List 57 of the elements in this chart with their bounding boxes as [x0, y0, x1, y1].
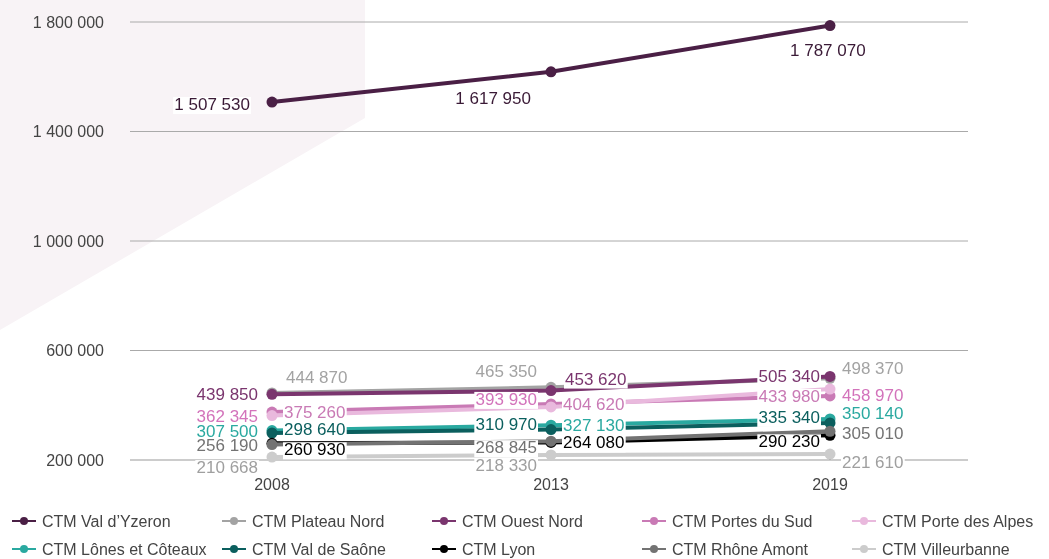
data-label: 375 260: [284, 403, 346, 423]
legend-label: CTM Val de Saône: [252, 540, 387, 558]
legend-label: CTM Portes du Sud: [672, 512, 813, 530]
y-tick-label: 1 000 000: [32, 232, 105, 250]
data-label: 465 350: [475, 362, 537, 382]
data-label: 393 930: [475, 389, 537, 409]
data-label: 268 845: [475, 438, 537, 458]
data-label: 210 668: [196, 458, 258, 478]
legend-label: CTM Lyon: [462, 540, 536, 558]
legend-label: CTM Plateau Nord: [252, 512, 385, 530]
point: [545, 449, 557, 461]
legend-label: CTM Villeurbanne: [882, 540, 1010, 558]
y-tick-label: 600 000: [46, 342, 105, 360]
data-label: 458 970: [842, 386, 904, 406]
data-label: 453 620: [565, 369, 627, 389]
data-label: 260 930: [284, 440, 346, 460]
legend-label: CTM Porte des Alpes: [882, 512, 1034, 530]
point: [266, 410, 278, 422]
point: [266, 451, 278, 463]
point: [824, 20, 836, 32]
data-label: 218 330: [475, 455, 537, 475]
x-tick-label: 2008: [254, 476, 290, 493]
legend-label: CTM Lônes et Côteaux: [42, 540, 207, 558]
data-label: 264 080: [563, 433, 625, 453]
data-label: 335 340: [758, 407, 820, 427]
point: [824, 383, 836, 395]
data-label: 1 787 070: [790, 40, 866, 60]
data-label: 1 617 950: [455, 88, 531, 108]
legend-label: CTM Rhône Amont: [672, 540, 809, 558]
y-tick-label: 200 000: [46, 451, 105, 469]
data-label: 444 870: [286, 367, 348, 387]
data-label: 221 610: [842, 453, 904, 473]
legend-label: CTM Ouest Nord: [462, 512, 583, 530]
data-label: 290 230: [758, 432, 820, 452]
data-label: 505 340: [758, 367, 820, 387]
y-tick-label: 1 400 000: [32, 123, 105, 141]
data-label: 433 980: [758, 386, 820, 406]
point: [824, 448, 836, 460]
data-label: 327 130: [563, 416, 625, 436]
data-label: 310 970: [475, 414, 537, 434]
y-tick-label: 1 800 000: [32, 13, 105, 31]
x-tick-label: 2013: [533, 476, 569, 493]
data-label: 298 640: [284, 420, 346, 439]
data-label: 404 620: [563, 394, 625, 414]
x-tick-label: 2019: [812, 476, 848, 493]
data-label: 362 345: [196, 406, 258, 426]
data-label: 1 507 530: [174, 95, 250, 115]
data-label: 350 140: [842, 403, 904, 423]
point: [545, 66, 557, 78]
data-label: 305 010: [842, 424, 904, 444]
point: [824, 425, 836, 437]
point: [266, 96, 278, 108]
legend-label: CTM Val d’Yzeron: [42, 512, 171, 530]
data-label: 439 850: [196, 385, 258, 405]
data-label: 498 370: [842, 359, 904, 379]
point: [545, 385, 557, 397]
point: [545, 424, 557, 436]
